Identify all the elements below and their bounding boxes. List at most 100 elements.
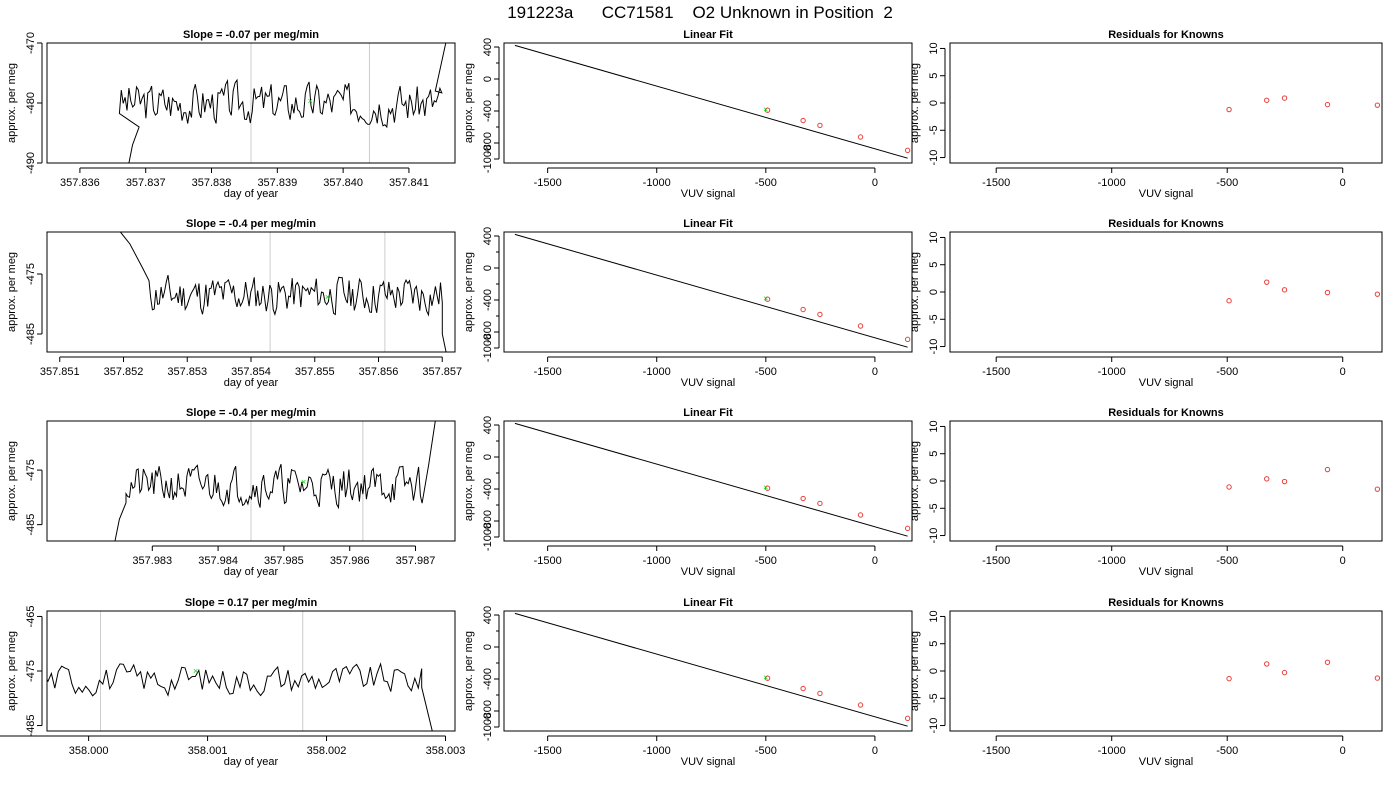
y-tick-label: 10 <box>928 610 940 622</box>
x-tick-label: -1500 <box>534 555 562 567</box>
y-tick-label: -485 <box>25 323 37 345</box>
panel-3-1: × Slope = -0.4 per meg/min 357.983 357.984 3… <box>6 407 456 578</box>
x-tick-label: -500 <box>1216 177 1238 189</box>
x-tick-label: 0 <box>1340 555 1346 567</box>
panel-2-3: Residuals for Knowns -1500 -1000 -500 0 VUV s… <box>909 218 1383 389</box>
residual-point <box>1324 101 1331 108</box>
y-tick-label: 0 <box>928 478 940 484</box>
known-point <box>764 107 771 113</box>
y-tick-label: -400 <box>482 289 494 311</box>
x-tick-label: -1000 <box>1098 366 1126 378</box>
y-tick-label: -475 <box>25 459 37 481</box>
y-tick-label: 0 <box>482 76 494 82</box>
x-tick-label: 0 <box>872 745 878 757</box>
known-point <box>800 306 806 313</box>
x-axis-label: VUV signal <box>681 566 735 578</box>
y-tick-label: -485 <box>25 514 37 536</box>
x-tick-label: -1000 <box>1098 177 1126 189</box>
x-tick-label: 357.840 <box>323 177 363 189</box>
panel-4-3: Residuals for Knowns -1500 -1000 -500 0 VUV s… <box>909 597 1383 768</box>
panel-frame <box>46 42 456 164</box>
x-tick-label: -1500 <box>534 177 562 189</box>
panel-title: Linear Fit <box>683 597 733 609</box>
y-tick-label: -5 <box>928 503 940 513</box>
plot-area: × <box>114 421 436 541</box>
x-tick-label: -1000 <box>643 177 671 189</box>
y-tick-label: -5 <box>928 125 940 135</box>
known-point <box>857 323 864 329</box>
known-point <box>764 485 771 491</box>
y-tick-label: -400 <box>482 478 494 500</box>
panel-frame <box>949 42 1383 164</box>
y-tick-label: -1000 <box>482 523 494 551</box>
panel-title: Residuals for Knowns <box>1108 218 1224 230</box>
y-axis-label: approx. per meg <box>463 441 475 521</box>
x-tick-label: -500 <box>755 555 777 567</box>
y-tick-label: 0 <box>928 289 940 295</box>
y-axis-label: approx. per meg <box>909 63 921 143</box>
x-tick-label: 357.836 <box>60 177 100 189</box>
x-tick-label: 357.984 <box>198 555 238 567</box>
known-point <box>817 500 823 507</box>
y-tick-label: -800 <box>482 321 494 343</box>
panel-frame <box>949 610 1383 732</box>
x-tick-label: 357.986 <box>330 555 370 567</box>
x-tick-label: 357.838 <box>192 177 232 189</box>
x-tick-label: -1500 <box>982 177 1010 189</box>
panel-title: Linear Fit <box>683 407 733 419</box>
panel-title: Slope = 0.17 per meg/min <box>185 597 318 609</box>
residual-point <box>1281 95 1288 101</box>
y-axis-label: approx. per meg <box>463 631 475 711</box>
panel-title: Residuals for Knowns <box>1108 29 1224 41</box>
x-tick-label: -500 <box>1216 745 1238 757</box>
known-point <box>857 512 864 518</box>
x-axis-label: day of year <box>224 756 279 768</box>
x-tick-label: -1500 <box>982 555 1010 567</box>
plot-area: × <box>514 44 911 159</box>
residual-point <box>1324 289 1331 296</box>
x-axis-label: VUV signal <box>1139 756 1193 768</box>
y-tick-label: -10 <box>928 339 940 355</box>
panel-frame <box>46 231 456 353</box>
panel-title: Linear Fit <box>683 29 733 41</box>
plot-area <box>1226 659 1381 682</box>
panel-3-2: × Linear Fit -1500 -1000 -500 0 VUV signal -100… <box>463 407 913 578</box>
panel-frame <box>46 610 456 732</box>
trace-line <box>114 421 436 541</box>
y-axis-label: approx. per meg <box>909 631 921 711</box>
fit-line <box>514 233 908 348</box>
residual-point <box>1226 675 1232 682</box>
x-tick-label: 357.837 <box>126 177 166 189</box>
fit-line <box>514 612 908 727</box>
panel-title: Slope = -0.07 per meg/min <box>183 29 319 41</box>
panel-title: Slope = -0.4 per meg/min <box>186 407 316 419</box>
y-tick-label: -800 <box>482 700 494 722</box>
x-tick-label: 0 <box>872 177 878 189</box>
y-tick-label: -1000 <box>482 334 494 362</box>
residual-point <box>1374 486 1381 492</box>
y-axis-label: approx. per meg <box>6 631 18 711</box>
known-point <box>904 147 911 154</box>
known-point <box>764 296 771 302</box>
x-tick-label: -500 <box>755 366 777 378</box>
residual-point <box>1226 484 1232 490</box>
residual-point <box>1374 291 1381 297</box>
y-axis-label: approx. per meg <box>6 252 18 332</box>
trace-line <box>118 43 447 163</box>
plot-area: × <box>119 232 447 352</box>
y-tick-label: 0 <box>482 644 494 650</box>
x-tick-label: -500 <box>1216 555 1238 567</box>
known-point <box>904 715 911 722</box>
residual-point <box>1264 279 1270 285</box>
x-tick-label: 357.854 <box>231 366 271 378</box>
x-tick-label: 357.852 <box>104 366 144 378</box>
panel-2-1: × Slope = -0.4 per meg/min 357.851 357.852 3… <box>6 218 462 389</box>
y-axis-label: approx. per meg <box>463 63 475 143</box>
x-tick-label: 0 <box>1340 745 1346 757</box>
panel-frame <box>503 420 913 542</box>
y-tick-label: -5 <box>928 693 940 703</box>
y-tick-label: -800 <box>482 510 494 532</box>
known-point <box>817 311 823 318</box>
y-tick-label: 5 <box>928 73 940 79</box>
x-axis-label: VUV signal <box>681 377 735 389</box>
